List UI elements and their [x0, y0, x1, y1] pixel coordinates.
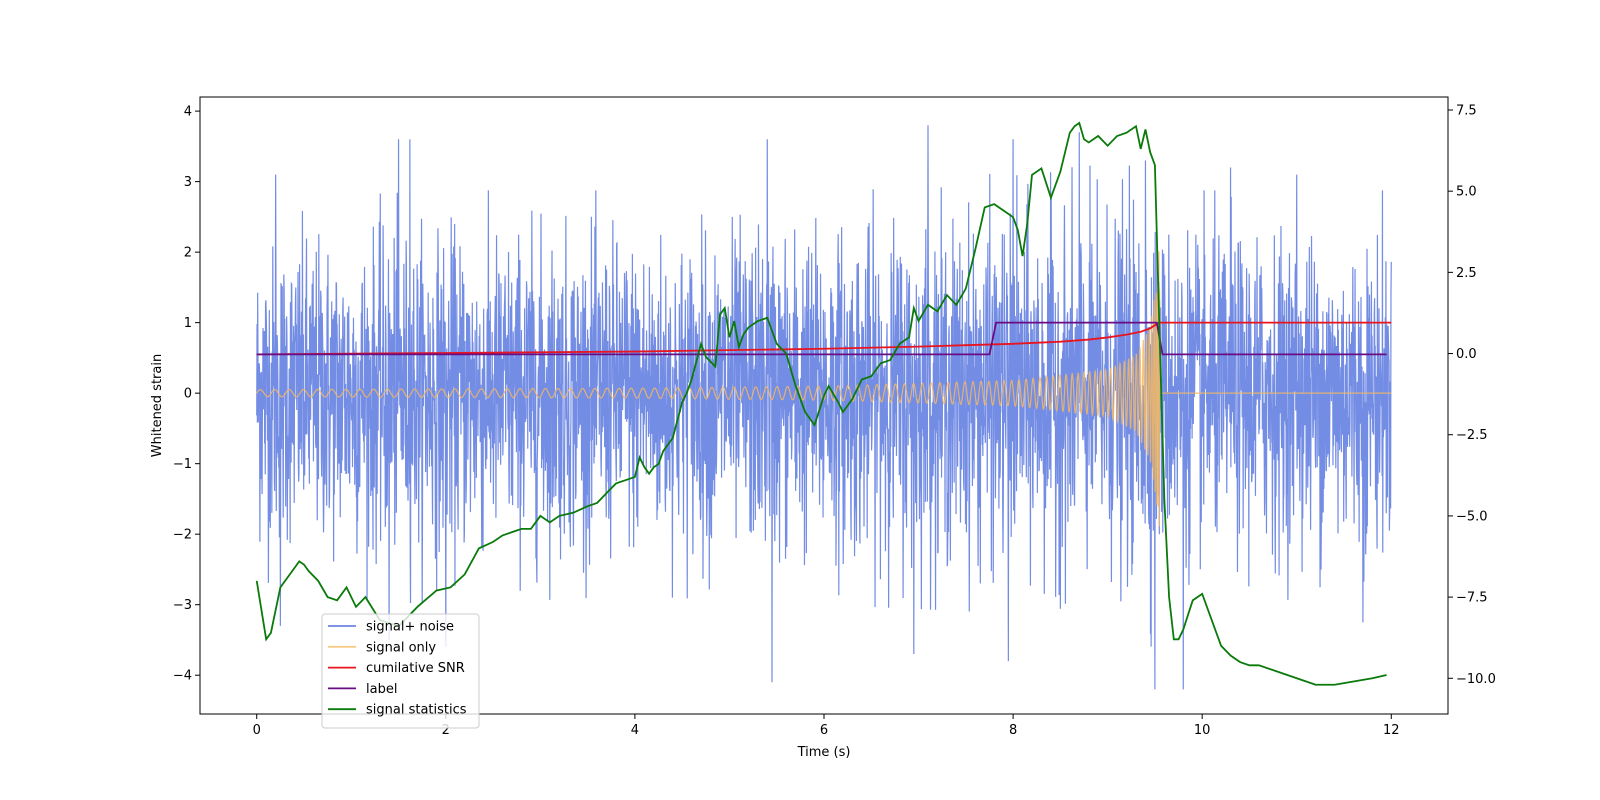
x-tick-label: 0	[253, 723, 261, 738]
legend-label: label	[366, 682, 397, 697]
y-axis-label: Whitened strain	[150, 354, 165, 457]
x-tick-label: 12	[1383, 723, 1400, 738]
x-tick-label: 10	[1194, 723, 1211, 738]
legend-label: signal only	[366, 640, 436, 655]
y-tick-label: −4	[173, 669, 192, 684]
y2-tick-label: 5.0	[1456, 185, 1477, 200]
x-tick-label: 8	[1009, 723, 1017, 738]
y-tick-label: 0	[184, 387, 192, 402]
series-signal-statistics	[255, 121, 1387, 686]
legend-label: signal statistics	[366, 703, 467, 718]
legend-box	[321, 613, 480, 729]
axes: 0 2 4 6 8 10 12−4−3−2−101234−10.0−7.5−5.0−2.50…	[150, 96, 1496, 760]
y2-tick-label: −2.5	[1456, 428, 1488, 443]
y-tick-label: 4	[184, 105, 192, 120]
legend-label: signal+ noise	[366, 620, 454, 635]
y-tick-label: 2	[184, 246, 192, 261]
x-tick-label: 4	[631, 723, 639, 738]
legend: signal+ noise signal only cumilative SNR la…	[321, 613, 480, 729]
y2-tick-label: 2.5	[1456, 266, 1477, 281]
y-tick-label: 3	[184, 175, 192, 190]
y2-tick-label: −5.0	[1456, 509, 1488, 524]
x-axis-label: Time (s)	[797, 745, 851, 760]
legend-label: cumilative SNR	[366, 661, 465, 676]
y-tick-label: 1	[184, 316, 192, 331]
y2-tick-label: 7.5	[1456, 103, 1477, 118]
y-tick-label: −3	[173, 598, 192, 613]
y-tick-label: −2	[173, 528, 192, 543]
series-signal-only	[256, 251, 1392, 527]
series-label	[256, 321, 1387, 356]
y2-tick-label: −7.5	[1456, 591, 1488, 606]
y2-tick-label: −10.0	[1456, 672, 1496, 687]
y-tick-label: −1	[173, 457, 192, 472]
x-tick-label: 6	[820, 723, 828, 738]
y2-tick-label: 0.0	[1456, 347, 1477, 362]
x-tick-label: 2	[442, 723, 450, 738]
